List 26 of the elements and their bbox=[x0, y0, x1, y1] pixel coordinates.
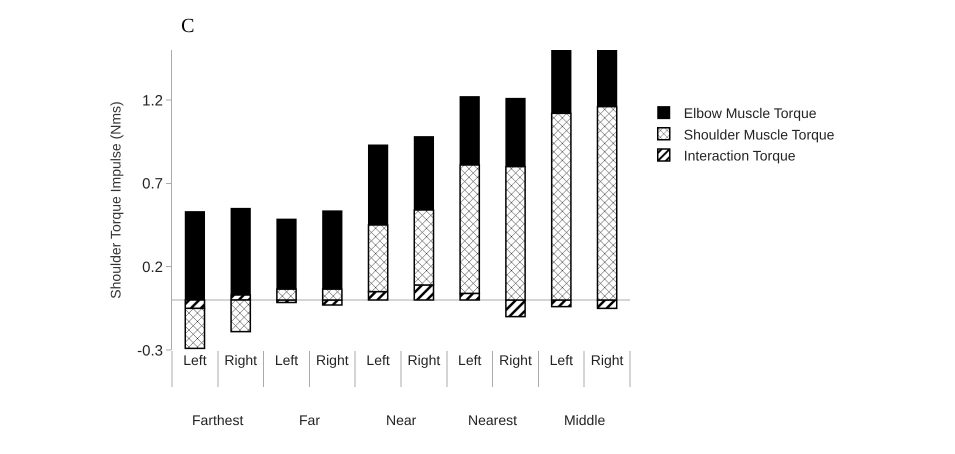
x-tick-label: Right bbox=[224, 352, 258, 368]
text: Farthest bbox=[192, 412, 244, 428]
text: Far bbox=[299, 412, 320, 428]
text: Shoulder Muscle Torque bbox=[684, 126, 835, 142]
y-tick-label: 0.2 bbox=[142, 258, 163, 276]
x-tick-label: Right bbox=[408, 352, 440, 368]
y-tick-label: -0.3 bbox=[137, 342, 163, 360]
y-tick-label: 1.2 bbox=[142, 92, 163, 110]
legend-label: Elbow Muscle Torque bbox=[684, 105, 817, 122]
bar bbox=[230, 299, 252, 332]
x-tick-label: Left bbox=[458, 352, 482, 368]
x-tick-label: Right bbox=[316, 352, 349, 368]
x-tick-label: Left bbox=[366, 352, 390, 368]
text: Near bbox=[386, 412, 417, 428]
y-tick-label: 0.7 bbox=[142, 176, 163, 193]
text: Interaction Torque bbox=[684, 147, 796, 164]
x-tick-label: Right bbox=[499, 352, 532, 368]
x-tick-label: Left bbox=[550, 352, 574, 368]
chart-title: C bbox=[181, 15, 195, 38]
text: Nearest bbox=[468, 412, 518, 428]
text: Middle bbox=[564, 412, 606, 428]
bar bbox=[230, 208, 251, 296]
x-tick-label: Right bbox=[590, 352, 624, 368]
x-tick-label: Left bbox=[183, 352, 207, 368]
y-axis-title: Shoulder Torque Impulse (Nms) bbox=[108, 101, 124, 299]
x-tick-label: Left bbox=[274, 352, 298, 368]
